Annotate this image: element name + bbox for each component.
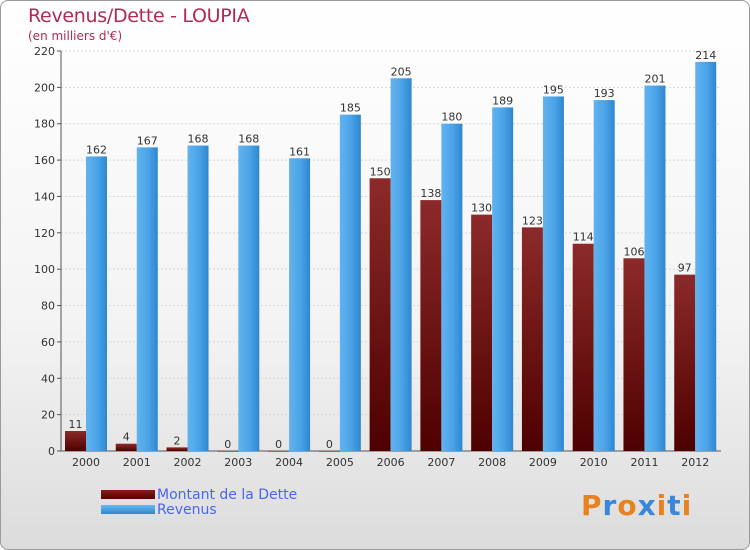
proxiti-logo: Proxiti xyxy=(581,489,692,522)
y-tick-label: 20 xyxy=(41,409,55,422)
data-label-revenus: 201 xyxy=(644,73,665,86)
x-tick-label: 2007 xyxy=(427,456,455,469)
y-tick-label: 40 xyxy=(41,372,55,385)
x-tick-label: 2011 xyxy=(630,456,658,469)
legend-item-dette: Montant de la Dette xyxy=(101,486,298,503)
bar-revenus xyxy=(339,114,361,452)
y-tick-label: 120 xyxy=(34,227,55,240)
bar-revenus xyxy=(542,96,564,452)
bar-revenus xyxy=(136,147,158,451)
data-label-dette: 0 xyxy=(224,438,231,451)
data-label-dette: 114 xyxy=(573,231,594,244)
data-label-revenus: 193 xyxy=(594,87,615,100)
data-label-revenus: 205 xyxy=(391,65,412,78)
x-tick-label: 2009 xyxy=(529,456,557,469)
data-label-dette: 130 xyxy=(471,202,492,215)
data-label-dette: 2 xyxy=(174,434,181,447)
y-tick-label: 140 xyxy=(34,190,55,203)
logo-letter: t xyxy=(667,489,682,522)
x-tick-label: 2010 xyxy=(580,456,608,469)
x-tick-label: 2002 xyxy=(174,456,202,469)
bar-dette xyxy=(166,447,188,451)
y-tick-label: 60 xyxy=(41,336,55,349)
bar-dette xyxy=(65,431,86,451)
bar-dette xyxy=(318,451,340,452)
bar-revenus xyxy=(187,145,209,451)
y-tick-label: 80 xyxy=(41,300,55,313)
bar-dette xyxy=(674,274,696,451)
bar-revenus xyxy=(492,107,514,451)
data-label-dette: 0 xyxy=(326,438,333,451)
data-label-revenus: 214 xyxy=(695,49,716,62)
x-tick-label: 2001 xyxy=(123,456,151,469)
y-tick-label: 160 xyxy=(34,154,55,167)
logo-letter: P xyxy=(581,489,603,522)
x-tick-label: 2012 xyxy=(681,456,709,469)
legend-item-revenus: Revenus xyxy=(101,501,297,518)
x-tick-label: 2008 xyxy=(478,456,506,469)
bar-revenus xyxy=(238,145,260,451)
bar-revenus xyxy=(644,85,666,451)
legend-swatch-dette xyxy=(101,490,155,499)
legend-swatch-revenus xyxy=(101,505,155,514)
data-label-revenus: 189 xyxy=(492,94,513,107)
bar-revenus xyxy=(695,61,717,452)
x-tick-label: 2004 xyxy=(275,456,303,469)
bar-dette xyxy=(521,227,543,451)
chart-legend: Montant de la Dette Revenus xyxy=(101,486,298,518)
legend-label-revenus: Revenus xyxy=(157,501,217,518)
data-label-revenus: 161 xyxy=(289,145,310,158)
y-tick-label: 100 xyxy=(34,263,55,276)
legend-label-dette: Montant de la Dette xyxy=(157,486,298,503)
data-label-dette: 150 xyxy=(370,165,391,178)
y-tick-label: 180 xyxy=(34,118,55,131)
bar-dette xyxy=(268,451,290,452)
x-tick-label: 2003 xyxy=(224,456,252,469)
data-label-dette: 123 xyxy=(522,214,543,227)
bar-dette xyxy=(623,258,645,451)
data-label-dette: 0 xyxy=(275,438,282,451)
y-tick-label: 0 xyxy=(48,445,55,458)
data-label-dette: 106 xyxy=(623,245,644,258)
logo-letter: o xyxy=(617,489,638,522)
logo-letter: x xyxy=(637,489,657,522)
bar-revenus xyxy=(593,100,615,451)
chart-title: Revenus/Dette - LOUPIA xyxy=(28,5,250,27)
bar-dette xyxy=(572,243,594,451)
bar-dette xyxy=(471,214,493,451)
bar-dette xyxy=(115,443,137,451)
bar-revenus xyxy=(390,78,412,451)
y-tick-label: 220 xyxy=(34,45,55,58)
x-tick-label: 2005 xyxy=(326,456,354,469)
bar-revenus xyxy=(86,156,107,452)
data-label-revenus: 162 xyxy=(86,143,107,156)
x-tick-label: 2006 xyxy=(377,456,405,469)
data-label-revenus: 185 xyxy=(340,102,361,115)
data-label-revenus: 168 xyxy=(238,133,259,146)
data-label-dette: 4 xyxy=(123,431,130,444)
chart-subtitle: (en milliers d'€) xyxy=(28,29,123,43)
data-label-revenus: 180 xyxy=(441,111,462,124)
y-tick-label: 200 xyxy=(34,81,55,94)
bar-revenus xyxy=(289,158,311,452)
data-label-revenus: 167 xyxy=(137,134,158,147)
data-label-dette: 97 xyxy=(678,262,692,275)
bar-dette xyxy=(369,178,391,452)
bar-dette xyxy=(217,451,239,452)
data-label-dette: 11 xyxy=(69,418,83,431)
logo-letter: r xyxy=(602,489,618,522)
bar-dette xyxy=(420,200,442,451)
bar-revenus xyxy=(441,123,463,452)
logo-letter: i xyxy=(656,489,668,522)
data-label-revenus: 168 xyxy=(188,133,209,146)
logo-letter: i xyxy=(681,489,693,522)
data-label-dette: 138 xyxy=(420,187,441,200)
data-label-revenus: 195 xyxy=(543,83,564,96)
x-tick-label: 2000 xyxy=(72,456,100,469)
